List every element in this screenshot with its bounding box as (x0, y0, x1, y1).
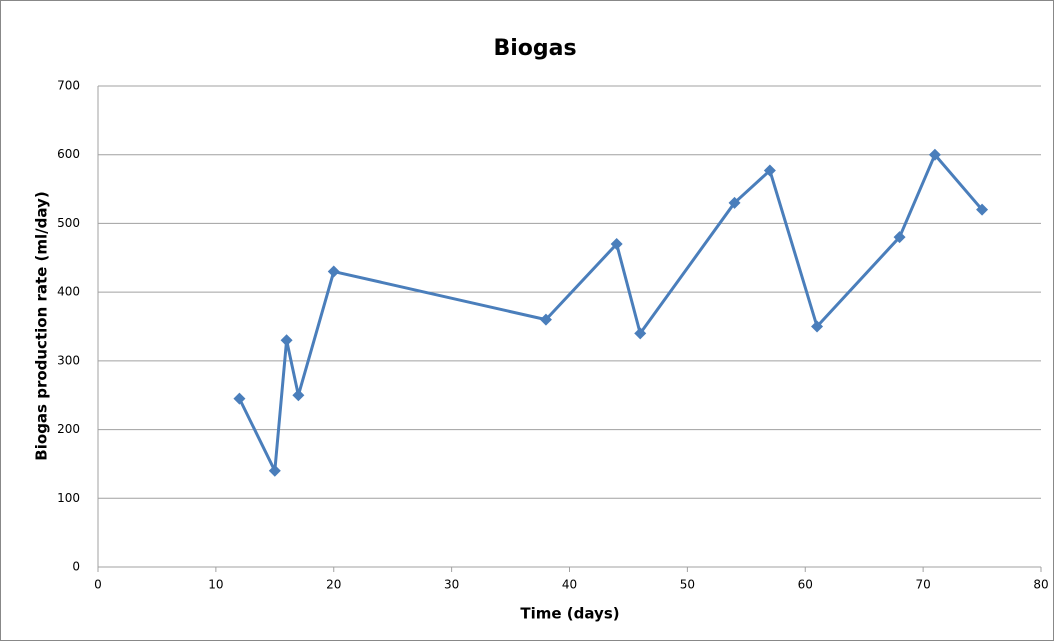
data-point (811, 320, 824, 333)
data-point (763, 164, 776, 177)
data-point (327, 265, 340, 278)
x-tick-label: 50 (680, 578, 695, 592)
x-tick-label: 40 (562, 578, 577, 592)
x-tick-label: 20 (326, 578, 341, 592)
data-line (238, 153, 984, 473)
data-point (280, 334, 293, 347)
y-tick-label: 400 (57, 285, 80, 299)
data-point (233, 392, 246, 405)
y-tick-label: 100 (57, 491, 80, 505)
data-point (610, 238, 623, 251)
data-point (976, 203, 989, 216)
data-point (928, 148, 941, 161)
chart-title: Biogas (493, 36, 576, 61)
y-tick-label: 0 (72, 560, 80, 574)
data-point (539, 313, 552, 326)
x-tick-label: 30 (444, 578, 459, 592)
y-tick-label: 500 (57, 216, 80, 230)
x-tick-label: 70 (915, 578, 930, 592)
data-point (292, 389, 305, 402)
x-tick-label: 80 (1033, 578, 1048, 592)
data-point (893, 231, 906, 244)
x-tick-label: 60 (798, 578, 813, 592)
y-axis-label: Biogas production rate (ml/day) (33, 191, 51, 460)
x-tick-label: 0 (94, 578, 102, 592)
x-tick-label: 10 (208, 578, 223, 592)
data-point (728, 196, 741, 209)
y-tick-label: 200 (57, 422, 80, 436)
y-tick-label: 300 (57, 353, 80, 367)
data-point (268, 464, 281, 477)
x-axis-label: Time (days) (520, 605, 619, 623)
y-tick-label: 600 (57, 147, 80, 161)
y-tick-label: 700 (57, 79, 80, 93)
data-point (634, 327, 647, 340)
